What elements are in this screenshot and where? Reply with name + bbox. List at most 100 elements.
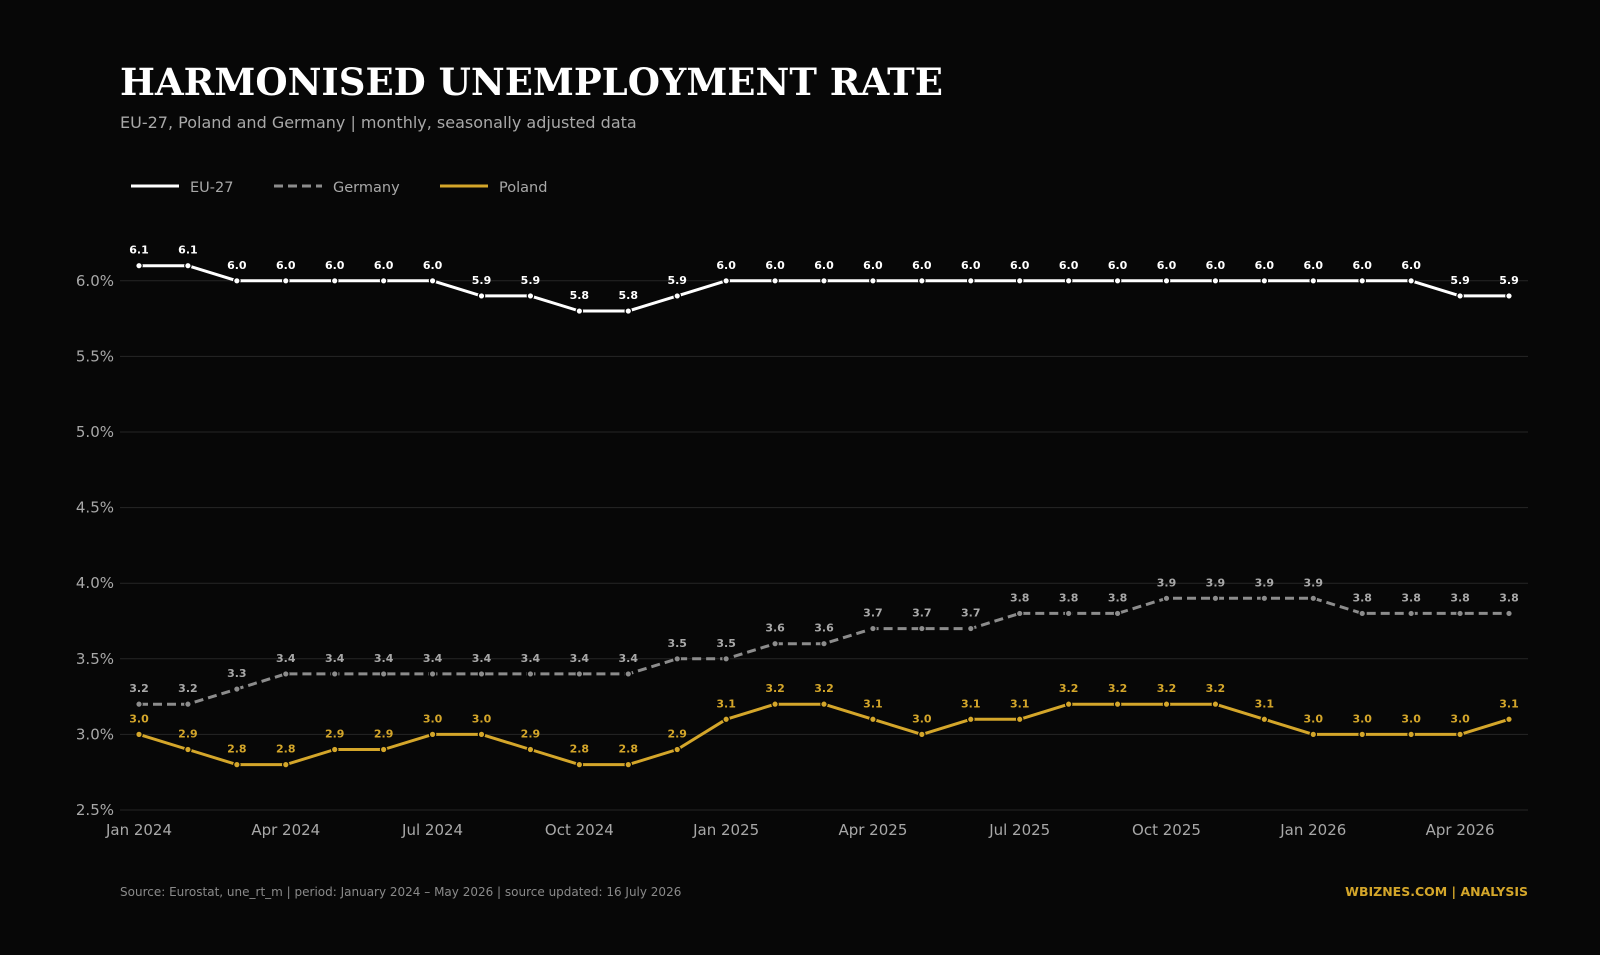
data-point <box>1015 609 1024 618</box>
x-tick-label: Oct 2024 <box>545 821 614 839</box>
data-point <box>281 670 290 678</box>
data-label: 6.0 <box>1010 259 1030 272</box>
data-point <box>135 730 143 739</box>
data-point <box>966 715 975 724</box>
data-point <box>966 276 975 285</box>
brand-label: WBIZNES.COM | ANALYSIS <box>1345 884 1528 899</box>
data-point <box>233 685 241 693</box>
data-label: 5.9 <box>1499 274 1519 287</box>
data-point <box>379 670 388 678</box>
data-label: 3.0 <box>1352 712 1372 725</box>
data-label: 3.2 <box>178 682 198 695</box>
data-point <box>233 760 241 769</box>
data-label: 3.0 <box>912 712 932 725</box>
x-tick-label: Jan 2025 <box>692 821 759 839</box>
data-point <box>1064 276 1073 285</box>
data-point <box>1113 609 1122 618</box>
data-label: 6.0 <box>1206 259 1226 272</box>
data-point <box>233 276 241 285</box>
data-label: 5.9 <box>667 274 687 287</box>
data-label: 3.4 <box>423 652 443 665</box>
legend-label: EU-27 <box>190 180 233 196</box>
source-note: Source: Eurostat, une_rt_m | period: Jan… <box>120 885 681 899</box>
data-label: 2.9 <box>521 728 541 741</box>
data-point <box>281 760 290 769</box>
data-label: 6.0 <box>765 259 785 272</box>
data-label: 6.1 <box>129 244 149 257</box>
y-tick-label: 5.5% <box>76 347 114 365</box>
data-label: 6.0 <box>961 259 981 272</box>
data-label: 5.8 <box>619 289 639 302</box>
data-label: 3.0 <box>472 712 492 725</box>
data-point <box>1015 715 1024 724</box>
data-label: 3.0 <box>1304 712 1324 725</box>
data-point <box>722 715 730 724</box>
data-point <box>135 261 143 270</box>
data-label: 5.8 <box>570 289 590 302</box>
data-label: 3.4 <box>472 652 492 665</box>
data-label: 3.1 <box>1499 697 1519 710</box>
data-point <box>1358 609 1367 618</box>
data-point <box>1064 700 1073 708</box>
data-point <box>1358 276 1367 285</box>
data-label: 3.9 <box>1255 576 1275 589</box>
data-label: 3.8 <box>1352 591 1372 604</box>
legend-label: Poland <box>499 180 547 196</box>
chart-title: HARMONISED UNEMPLOYMENT RATE <box>120 60 943 104</box>
data-label: 2.8 <box>227 743 247 756</box>
data-label: 6.0 <box>912 259 932 272</box>
data-point <box>624 307 633 315</box>
data-label: 3.2 <box>814 682 834 695</box>
data-label: 3.1 <box>863 697 883 710</box>
data-label: 3.1 <box>716 697 736 710</box>
y-tick-label: 3.5% <box>76 650 114 668</box>
x-tick-label: Jan 2026 <box>1279 821 1346 839</box>
data-point <box>1505 715 1513 724</box>
data-label: 3.6 <box>814 622 834 635</box>
data-point <box>1162 276 1171 285</box>
data-point <box>1358 730 1367 739</box>
data-point <box>575 670 584 678</box>
data-label: 3.9 <box>1206 576 1226 589</box>
data-label: 2.8 <box>276 743 296 756</box>
data-label: 6.0 <box>423 259 443 272</box>
x-tick-label: Jan 2024 <box>105 821 172 839</box>
data-label: 3.5 <box>716 637 736 650</box>
data-point <box>526 745 535 754</box>
data-label: 3.5 <box>667 637 687 650</box>
data-label: 6.0 <box>227 259 247 272</box>
data-point <box>1505 292 1513 300</box>
chart-subtitle: EU-27, Poland and Germany | monthly, sea… <box>120 113 637 132</box>
data-point <box>477 730 486 739</box>
data-label: 3.8 <box>1108 591 1128 604</box>
data-point <box>428 670 437 678</box>
data-point <box>379 276 388 285</box>
data-label: 3.4 <box>570 652 590 665</box>
data-label: 2.9 <box>178 728 198 741</box>
data-label: 6.0 <box>814 259 834 272</box>
data-point <box>1211 700 1220 708</box>
y-tick-label: 5.0% <box>76 423 114 441</box>
data-point <box>869 715 877 724</box>
x-tick-label: Apr 2024 <box>251 821 320 839</box>
data-label: 3.4 <box>619 652 639 665</box>
data-label: 2.8 <box>619 743 639 756</box>
data-label: 3.7 <box>961 607 981 620</box>
data-point <box>1407 609 1415 618</box>
data-label: 3.8 <box>1450 591 1470 604</box>
x-tick-label: Jul 2025 <box>988 821 1050 839</box>
data-label: 6.0 <box>1059 259 1079 272</box>
data-label: 6.0 <box>1304 259 1324 272</box>
data-point <box>918 730 926 739</box>
data-label: 5.9 <box>472 274 492 287</box>
x-tick-label: Oct 2025 <box>1132 821 1201 839</box>
data-point <box>135 700 143 708</box>
data-point <box>1309 730 1318 739</box>
data-point <box>330 276 339 285</box>
data-point <box>1162 594 1171 603</box>
data-point <box>575 307 584 315</box>
data-label: 3.1 <box>961 697 981 710</box>
data-label: 3.1 <box>1010 697 1030 710</box>
data-label: 3.2 <box>1059 682 1079 695</box>
data-point <box>918 624 926 633</box>
